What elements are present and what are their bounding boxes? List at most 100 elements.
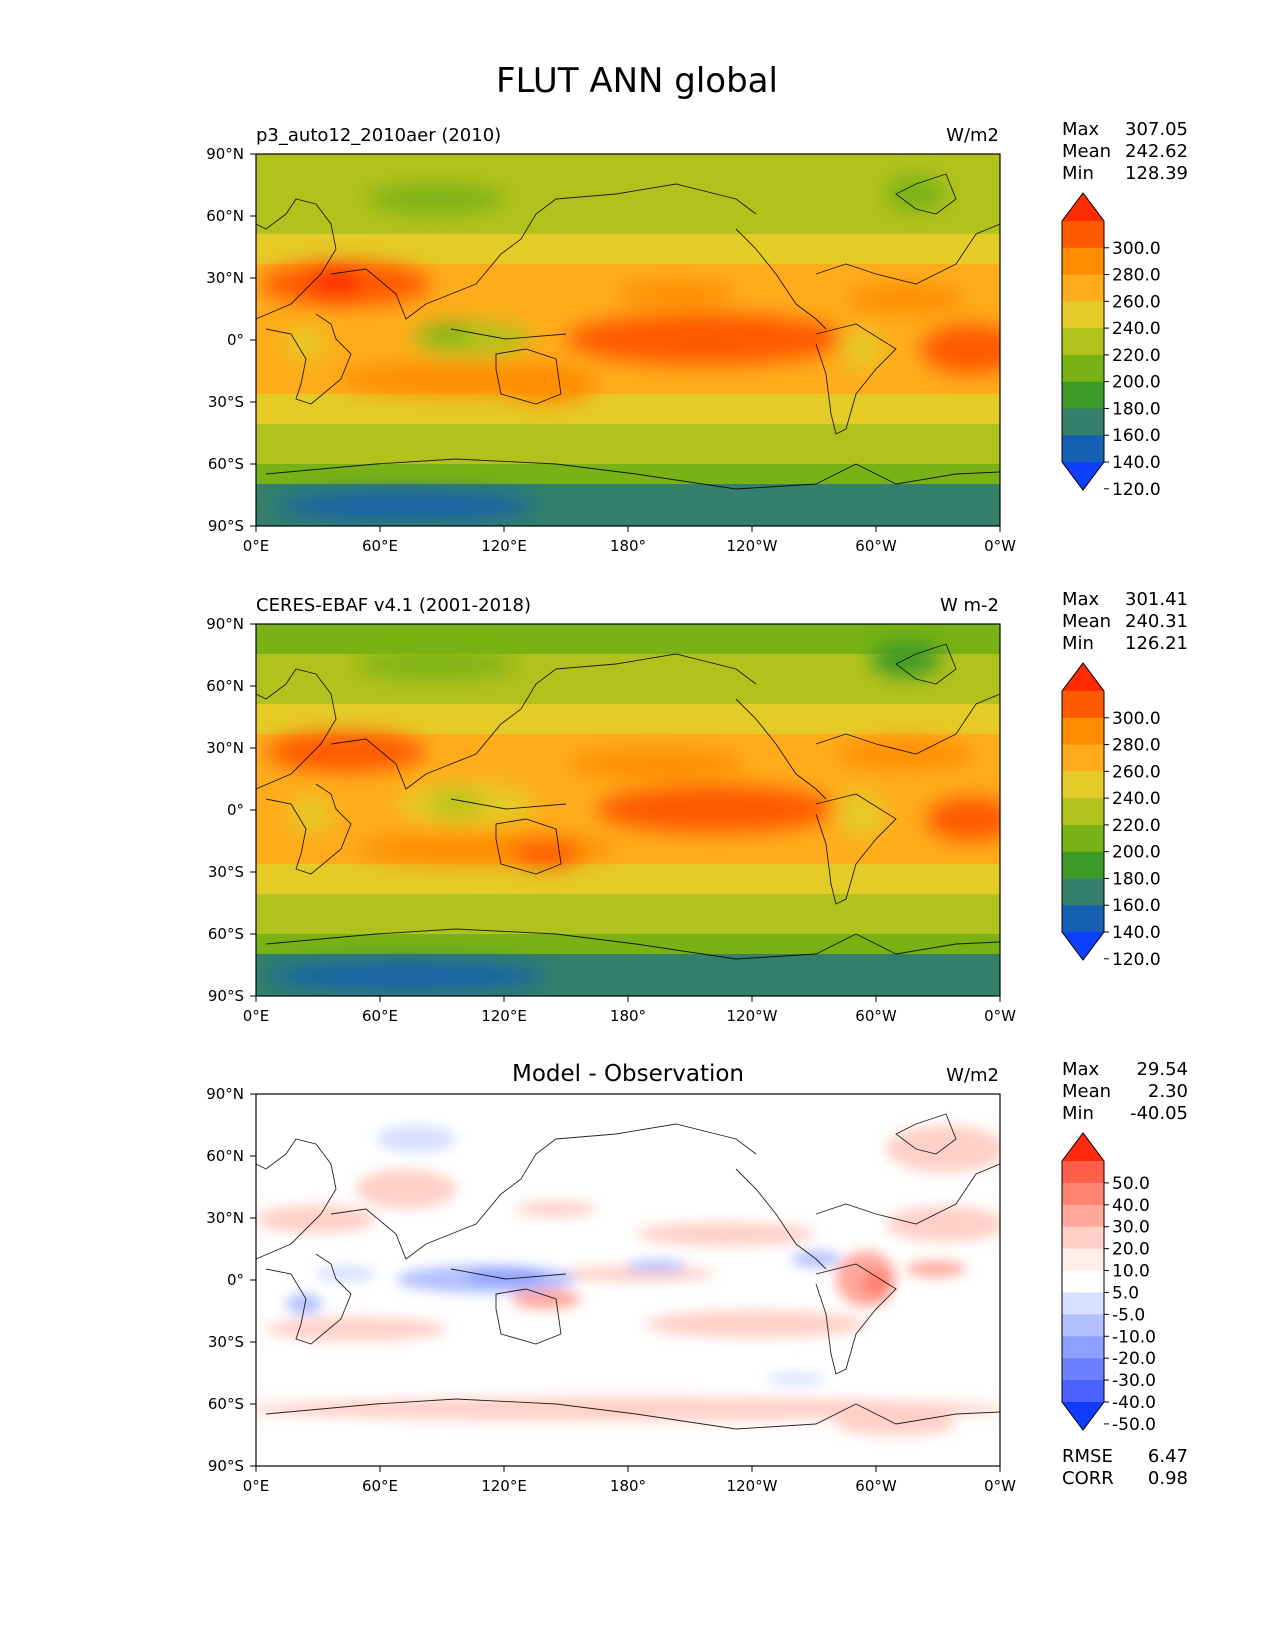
colorbar-tick-label: 140.0 — [1112, 453, 1161, 473]
lon-tick-label: 0°W — [984, 1007, 1016, 1025]
lat-tick-label: 60°S — [208, 925, 244, 943]
stat-min-label: Min — [1062, 1103, 1094, 1124]
stat-mean-label: Mean — [1062, 141, 1111, 162]
stat-max-value: 307.05 — [1125, 119, 1188, 140]
colorbar-tick-label: 20.0 — [1112, 1240, 1150, 1260]
colorbar-segment — [1062, 1358, 1104, 1381]
stat-min-value: 128.39 — [1125, 163, 1188, 184]
colorbar-segment — [1062, 328, 1104, 356]
colorbar-tick-label: 260.0 — [1112, 292, 1161, 312]
lon-tick-label: 60°E — [362, 537, 398, 555]
stat-min-label: Min — [1062, 633, 1094, 654]
panel-units: W/m2 — [946, 125, 999, 146]
colorbar-tick-label: 160.0 — [1112, 426, 1161, 446]
lat-tick-label: 30°S — [208, 863, 244, 881]
colorbar-segment — [1062, 905, 1104, 933]
stat-max-label: Max — [1062, 589, 1100, 610]
lon-tick-label: 120°E — [481, 537, 527, 555]
lat-tick-label: 60°S — [208, 1395, 244, 1413]
lon-tick-label: 120°W — [727, 1007, 778, 1025]
lon-tick-label: 0°E — [243, 1007, 270, 1025]
colorbar-tick-label: 300.0 — [1112, 709, 1161, 729]
lat-axis: 90°N 60°N 30°N 0° 30°S 60°S 90°S — [206, 615, 256, 1005]
colorbar-tick-label: 120.0 — [1112, 950, 1161, 970]
flut-field — [256, 154, 1000, 526]
colorbar-tick-label: 220.0 — [1112, 346, 1161, 366]
colorbar: 300.0 280.0 260.0 240.0 220.0 200.0 180.0 160.0… — [1061, 662, 1161, 970]
lon-tick-label: 60°W — [855, 537, 897, 555]
lon-tick-label: 60°E — [362, 1477, 398, 1495]
colorbar-tick-label: -5.0 — [1112, 1305, 1145, 1325]
lon-axis: 0°E 60°E 120°E 180° 120°W 60°W 0°W — [243, 1466, 1016, 1495]
colorbar-segment — [1062, 1182, 1104, 1206]
colorbar-tick-label: -50.0 — [1112, 1415, 1156, 1435]
colorbar-segment — [1062, 247, 1104, 276]
lon-tick-label: 0°W — [984, 1477, 1016, 1495]
lon-tick-label: 0°E — [243, 1477, 270, 1495]
lat-tick-label: 30°S — [208, 1333, 244, 1351]
lon-tick-label: 120°W — [727, 537, 778, 555]
colorbar-extend-min — [1062, 1402, 1104, 1430]
colorbar-segment — [1062, 824, 1104, 853]
lat-tick-label: 90°N — [206, 1085, 244, 1103]
lon-tick-label: 180° — [610, 1477, 646, 1495]
stat-min-value: -40.05 — [1130, 1103, 1188, 1124]
stat-mean-label: Mean — [1062, 611, 1111, 632]
colorbar-segment — [1062, 1380, 1104, 1403]
lon-tick-label: 60°E — [362, 1007, 398, 1025]
colorbar: 300.0 280.0 260.0 240.0 220.0 200.0 180.0 160.0… — [1061, 192, 1161, 500]
lon-axis: 0°E 60°E 120°E 180° 120°W 60°W 0°W — [243, 996, 1016, 1025]
lat-tick-label: 0° — [227, 331, 244, 349]
lat-tick-label: 0° — [227, 801, 244, 819]
colorbar-segment — [1062, 1204, 1104, 1228]
colorbar-extend-max — [1062, 1133, 1104, 1161]
lon-axis: 0°E 60°E 120°E 180° 120°W 60°W 0°W — [243, 526, 1016, 555]
map: 90°N 60°N 30°N 0° 30°S 60°S 90°S 0°E 60°E 120°E 1… — [206, 1085, 1016, 1495]
colorbar-tick-label: 5.0 — [1112, 1283, 1139, 1303]
panel-model: p3_auto12_2010aer (2010) W/m2 — [206, 119, 1188, 555]
stat-mean-value: 240.31 — [1125, 611, 1188, 632]
flut-field — [256, 624, 1000, 996]
lon-tick-label: 120°E — [481, 1007, 527, 1025]
colorbar-segment — [1062, 1336, 1104, 1359]
colorbar-tick-label: 140.0 — [1112, 923, 1161, 943]
stat-max-value: 301.41 — [1125, 589, 1188, 610]
lat-axis: 90°N 60°N 30°N 0° 30°S 60°S 90°S — [206, 145, 256, 535]
colorbar-extend-min — [1062, 462, 1104, 490]
colorbar-tick-label: 200.0 — [1112, 373, 1161, 393]
colorbar-segment — [1062, 717, 1104, 746]
difference-field — [256, 1094, 1000, 1466]
colorbar-segment — [1062, 798, 1104, 826]
coastlines — [256, 643, 1000, 960]
colorbar-tick-label: -20.0 — [1112, 1349, 1156, 1369]
lat-tick-label: 90°S — [208, 1457, 244, 1475]
stat-mean-value: 2.30 — [1148, 1081, 1188, 1102]
stat-min-label: Min — [1062, 163, 1094, 184]
figure-title: FLUT ANN global — [496, 61, 778, 101]
lon-tick-label: 120°E — [481, 1477, 527, 1495]
colorbar-segment — [1062, 851, 1104, 879]
lat-tick-label: 90°S — [208, 517, 244, 535]
stat-max-label: Max — [1062, 119, 1100, 140]
stat-rmse-value: 6.47 — [1148, 1446, 1188, 1467]
lat-tick-label: 60°N — [206, 677, 244, 695]
lon-tick-label: 180° — [610, 537, 646, 555]
colorbar-tick-label: -30.0 — [1112, 1371, 1156, 1391]
colorbar-tick-label: 300.0 — [1112, 239, 1161, 259]
colorbar-segment — [1062, 1292, 1104, 1315]
map: 90°N 60°N 30°N 0° 30°S 60°S 90°S 0°E 60°E 120°E 1… — [206, 615, 1016, 1025]
colorbar-segment — [1062, 354, 1104, 383]
colorbar-tick-label: 240.0 — [1112, 789, 1161, 809]
colorbar-tick-label: 30.0 — [1112, 1218, 1150, 1238]
colorbar-tick-label: 260.0 — [1112, 762, 1161, 782]
colorbar-segment — [1062, 1248, 1104, 1272]
lon-tick-label: 60°W — [855, 1477, 897, 1495]
stat-max-value: 29.54 — [1136, 1059, 1188, 1080]
map: 90°N 60°N 30°N 0° 30°S 60°S 90°S 0°E 60°E 120°E 1… — [206, 145, 1016, 555]
lat-tick-label: 60°N — [206, 1147, 244, 1165]
colorbar-tick-label: 120.0 — [1112, 480, 1161, 500]
colorbar-segment — [1062, 274, 1104, 302]
colorbar-segment — [1062, 301, 1104, 329]
colorbar-tick-label: -10.0 — [1112, 1327, 1156, 1347]
